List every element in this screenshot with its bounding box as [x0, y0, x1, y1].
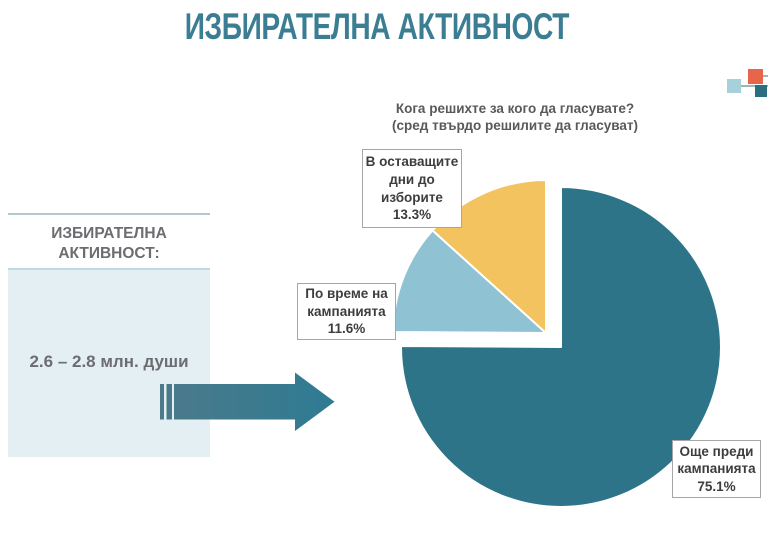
logo-square-orange — [748, 69, 763, 84]
chart-question: Кога решихте за кого да гласувате? (сред… — [392, 101, 638, 133]
callout-before-campaign: Още преди кампанията 75.1% — [672, 440, 761, 498]
logo-square-lightblue — [727, 79, 741, 93]
striped-right-arrow-icon — [160, 372, 335, 431]
logo-connector-line — [734, 85, 768, 87]
pie-slices — [392, 179, 722, 508]
turnout-heading: ИЗБИРАТЕЛНА АКТИВНОСТ: — [8, 213, 210, 264]
logo — [726, 62, 768, 100]
turnout-value: 2.6 – 2.8 млн. души — [29, 352, 189, 371]
turnout-box: 2.6 – 2.8 млн. души — [8, 268, 210, 457]
page-title: ИЗБИРАТЕЛНА АКТИВНОСТ — [0, 6, 754, 48]
page-title-text: ИЗБИРАТЕЛНА АКТИВНОСТ — [184, 6, 570, 47]
callout-remaining-days: В оставащите дни до изборите 13.3% — [362, 149, 462, 228]
callout-during-campaign: По време на кампанията 11.6% — [297, 283, 396, 340]
logo-square-teal — [755, 85, 767, 97]
